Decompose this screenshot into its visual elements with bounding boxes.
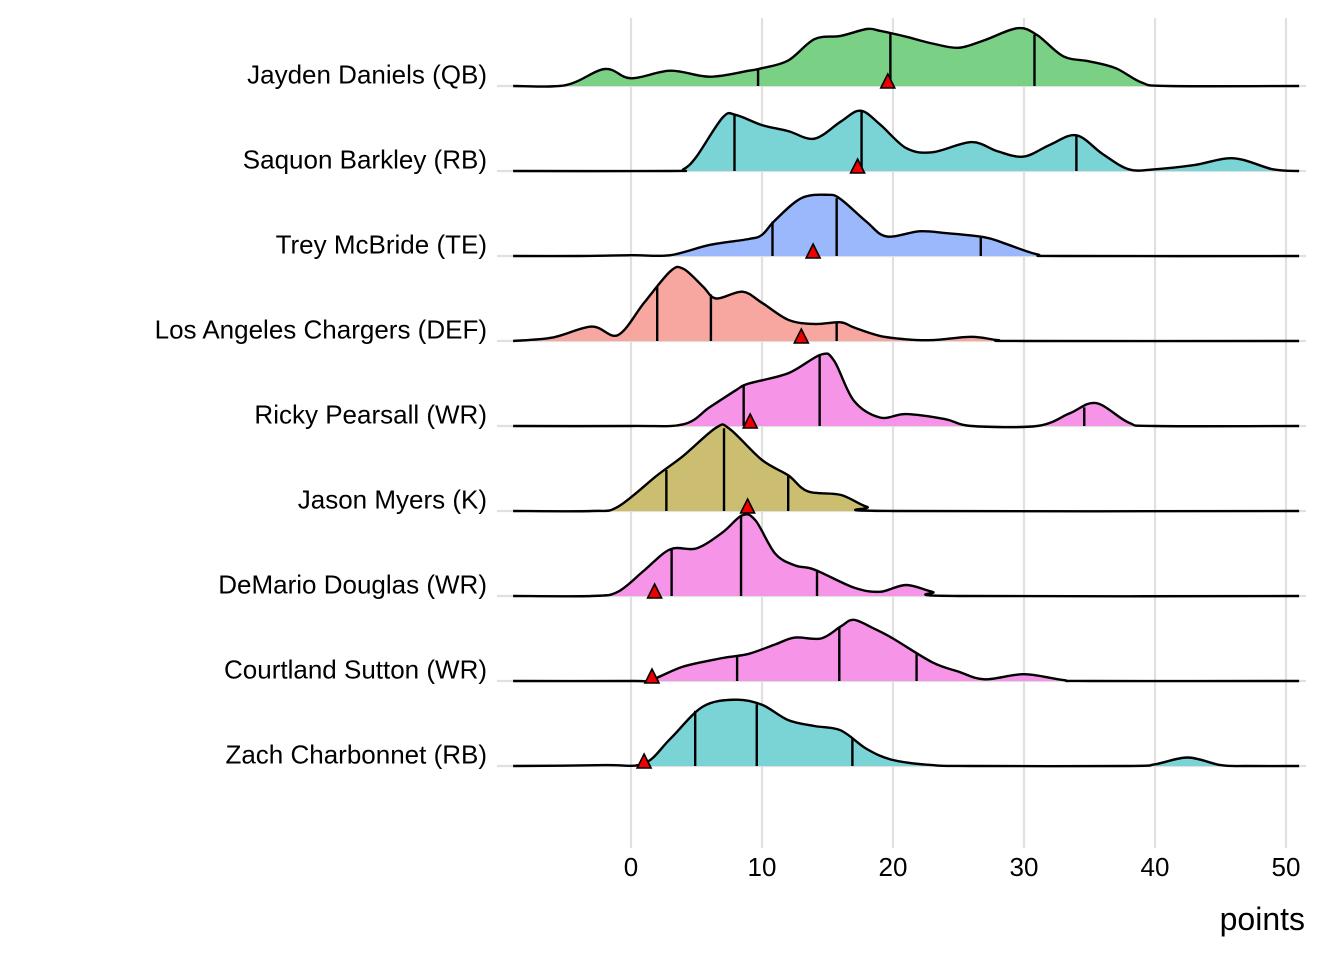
density-area — [513, 28, 1300, 87]
ridge-row — [513, 618, 1300, 684]
actual-points-marker — [879, 72, 897, 89]
ridge-row — [513, 698, 1300, 769]
ridge-row — [513, 513, 1300, 599]
ridge-row — [513, 193, 1300, 259]
ridge-row — [512, 265, 1300, 344]
y-axis-label: Saquon Barkley (RB) — [243, 144, 487, 174]
x-tick-label: 50 — [1272, 852, 1301, 882]
ridge-row — [513, 26, 1300, 89]
x-tick-label: 30 — [1010, 852, 1039, 882]
x-axis-label: points — [1220, 901, 1305, 937]
y-axis-label: Trey McBride (TE) — [276, 229, 487, 259]
actual-points-marker — [741, 412, 759, 429]
density-outline — [513, 352, 1300, 429]
y-axis-label: Jason Myers (K) — [298, 484, 487, 514]
density-outline — [513, 698, 1300, 768]
density-outline — [513, 26, 1300, 88]
y-axis-label: DeMario Douglas (WR) — [218, 569, 487, 599]
density-area — [513, 424, 1300, 512]
density-outline — [513, 109, 1300, 173]
y-axis-label: Zach Charbonnet (RB) — [225, 739, 487, 769]
x-tick-label: 40 — [1141, 852, 1170, 882]
density-area — [513, 699, 1300, 767]
density-area — [513, 266, 1300, 342]
y-axis-label: Ricky Pearsall (WR) — [254, 399, 487, 429]
actual-points-marker — [793, 327, 810, 344]
actual-points-marker — [804, 242, 822, 259]
density-area — [513, 110, 1300, 172]
gridlines — [497, 18, 1306, 848]
y-axis-labels: Jayden Daniels (QB) Saquon Barkley (RB) Tr… — [155, 59, 487, 769]
actual-points-marker — [643, 667, 661, 684]
density-outline — [513, 513, 1300, 598]
x-tick-label: 20 — [879, 852, 908, 882]
x-tick-label: 10 — [748, 852, 777, 882]
actual-points-marker — [635, 752, 653, 769]
actual-points-marker — [849, 157, 866, 174]
x-tick-label: 0 — [624, 852, 638, 882]
density-outline — [513, 193, 1300, 258]
y-axis-label: Jayden Daniels (QB) — [247, 59, 487, 89]
density-outline — [513, 423, 1300, 513]
density-rows — [512, 26, 1300, 769]
density-area — [513, 619, 1300, 682]
actual-points-marker — [646, 582, 663, 599]
density-area — [513, 514, 1300, 597]
ridge-row — [513, 109, 1300, 174]
ridge-row — [513, 352, 1300, 429]
density-outline — [512, 265, 1300, 343]
density-outline — [513, 618, 1300, 683]
actual-points-marker — [739, 497, 756, 514]
y-axis-label: Los Angeles Chargers (DEF) — [155, 314, 487, 344]
x-axis-ticks: 0 10 20 30 40 50 — [624, 852, 1301, 882]
y-axis-label: Courtland Sutton (WR) — [224, 654, 487, 684]
density-area — [513, 194, 1300, 257]
ridge-row — [513, 423, 1300, 514]
density-area — [513, 353, 1300, 428]
